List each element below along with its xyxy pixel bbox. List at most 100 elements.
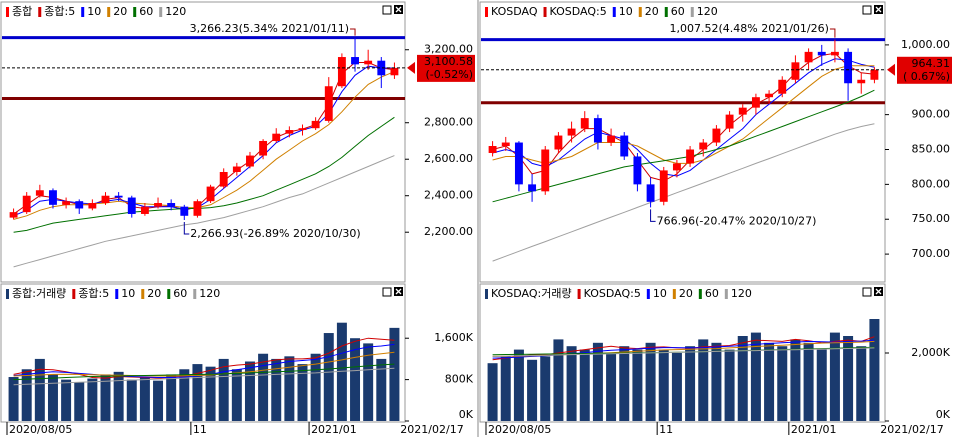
close-icon: [395, 288, 402, 295]
y-tick-label: 2,400.00: [424, 189, 473, 202]
annotation-leader: [650, 209, 656, 222]
candle-body: [791, 62, 800, 80]
candle-body: [285, 130, 294, 134]
legend-marker: [72, 289, 76, 299]
current-price-arrow: [407, 61, 415, 74]
legend-marker: [724, 289, 728, 299]
y-tick-label: 0K: [936, 408, 951, 421]
volume-average: [13, 351, 395, 377]
candle-body: [870, 69, 879, 80]
volume-bar: [87, 378, 98, 421]
volume-bar: [764, 342, 775, 421]
current-price-box: [897, 56, 952, 84]
panel-frame: [0, 1, 406, 283]
legend-marker: [698, 289, 702, 299]
legend-marker: [638, 7, 642, 17]
legend-label: 120: [697, 5, 718, 18]
volume-bar: [126, 379, 137, 421]
legend-label: 20: [113, 5, 127, 18]
maximize-button[interactable]: [382, 5, 392, 15]
volume-bar: [244, 361, 255, 421]
moving-average: [492, 65, 875, 164]
current-price-arrow: [887, 63, 895, 76]
y-tick-label: 850.00: [912, 142, 951, 155]
legend-label: 120: [165, 5, 186, 18]
legend-label: 10: [121, 287, 135, 300]
candle-body: [62, 201, 71, 205]
volume-bar: [113, 371, 124, 421]
close-icon: [395, 6, 402, 13]
legend-label: KOSDAQ: [491, 5, 538, 18]
volume-bar: [711, 342, 722, 421]
volume-bar: [139, 377, 150, 421]
y-tick-label: 1,000.00: [901, 38, 950, 51]
moving-average: [13, 116, 395, 233]
y-tick-label: 0K: [459, 408, 474, 421]
legend-label: 60: [705, 287, 719, 300]
volume-bar: [658, 349, 669, 421]
candle-body: [528, 184, 537, 192]
candle-body: [219, 171, 228, 187]
legend-label: 60: [671, 5, 685, 18]
current-price-box: [417, 54, 475, 82]
moving-average: [492, 123, 875, 262]
candle-body: [351, 57, 359, 65]
volume-average: [492, 347, 875, 357]
volume-bar: [8, 377, 19, 421]
candle-body: [311, 120, 320, 129]
volume-bar: [777, 346, 788, 421]
moving-average: [13, 155, 395, 268]
legend-marker: [485, 7, 488, 17]
volume-bar: [829, 332, 840, 421]
maximize-button[interactable]: [382, 287, 392, 297]
volume-bar: [803, 342, 814, 421]
volume-bar: [323, 333, 334, 421]
volume-bar: [724, 349, 735, 421]
candle-body: [751, 97, 760, 108]
volume-bar: [350, 338, 361, 421]
volume-average: [13, 367, 395, 386]
volume-bar: [527, 359, 538, 421]
candle-body: [324, 86, 333, 121]
candle-body: [725, 114, 734, 129]
volume-bar: [579, 349, 590, 421]
legend-label: 60: [139, 5, 153, 18]
panel-frame: [0, 283, 406, 423]
candle-body: [699, 142, 708, 150]
volume-bar: [869, 319, 880, 421]
candle-body: [844, 51, 853, 84]
current-change: (-0.52%): [426, 68, 474, 81]
volume-bar: [566, 346, 577, 421]
candle-body: [167, 203, 176, 207]
legend-marker: [664, 7, 668, 17]
volume-bar: [231, 369, 242, 421]
candle-body: [259, 140, 268, 156]
x-tick-label: 2020/08/05: [9, 423, 72, 436]
legend-label: 10: [653, 287, 667, 300]
candle-body: [712, 128, 721, 143]
candle-body: [154, 203, 162, 207]
candle-body: [580, 118, 589, 129]
candle-body: [672, 163, 681, 171]
candle-body: [857, 79, 866, 84]
legend-label: 10: [619, 5, 633, 18]
legend-marker: [612, 7, 616, 17]
volume-bar: [500, 356, 511, 421]
maximize-button[interactable]: [862, 287, 872, 297]
volume-average: [13, 363, 395, 381]
candle-body: [804, 51, 813, 63]
volume-bar: [856, 346, 867, 421]
legend-label: KOSDAQ:5: [550, 5, 607, 18]
close-icon: [875, 6, 882, 13]
maximize-button[interactable]: [862, 5, 872, 15]
candle-body: [593, 118, 602, 143]
legend-label: KOSDAQ:거래량: [491, 287, 572, 300]
candle-body: [364, 60, 373, 65]
x-end-label: 2021/02/17: [880, 423, 943, 436]
x-tick-label: 11: [659, 423, 673, 436]
annotation: 1,007.52(4.48% 2021/01/26): [669, 22, 828, 35]
y-tick-label: 2,000K: [911, 346, 950, 359]
volume-bar: [21, 369, 32, 421]
volume-bar: [685, 346, 696, 421]
volume-bar: [553, 339, 564, 421]
